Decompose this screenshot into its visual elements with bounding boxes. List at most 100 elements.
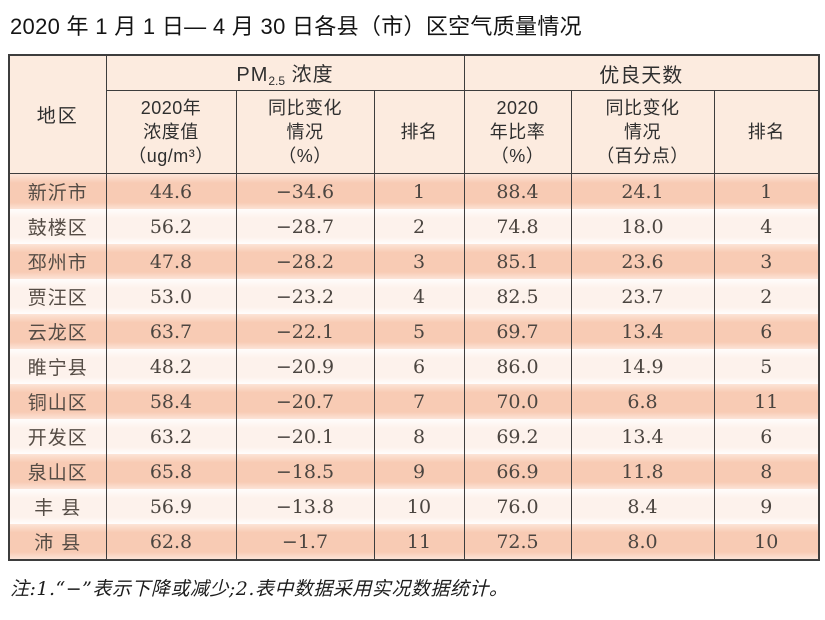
cell-pm-change: −20.1 xyxy=(235,419,375,454)
col-header-good-ratio: 2020 年比率 （%） xyxy=(463,90,572,174)
cell-pm-value: 47.8 xyxy=(105,244,237,279)
cell-good-ratio: 69.7 xyxy=(463,314,572,349)
col-header-region: 地区 xyxy=(8,54,107,174)
cell-pm-change: −23.2 xyxy=(235,279,375,314)
cell-pm-value: 58.4 xyxy=(105,384,237,419)
cell-good-rank: 10 xyxy=(713,524,820,560)
cell-good-change: 23.6 xyxy=(570,244,715,279)
page: 2020 年 1 月 1 日— 4 月 30 日各县（市）区空气质量情况 地区 … xyxy=(8,14,820,600)
cell-pm-change: −1.7 xyxy=(235,524,375,560)
cell-good-ratio: 69.2 xyxy=(463,419,572,454)
cell-region: 沛 县 xyxy=(8,524,107,560)
cell-good-change: 24.1 xyxy=(570,173,715,209)
cell-good-rank: 6 xyxy=(713,419,820,454)
cell-good-rank: 1 xyxy=(713,173,820,209)
cell-good-rank: 2 xyxy=(713,279,820,314)
cell-pm-rank: 11 xyxy=(373,524,465,560)
col-header-pm-value: 2020年 浓度值 （ug/m³） xyxy=(105,90,237,174)
cell-pm-rank: 10 xyxy=(373,489,465,524)
cell-pm-rank: 6 xyxy=(373,349,465,384)
cell-pm-rank: 4 xyxy=(373,279,465,314)
cell-good-change: 23.7 xyxy=(570,279,715,314)
table-row: 贾汪区 53.0 −23.2 4 82.5 23.7 2 xyxy=(8,279,820,314)
cell-good-ratio: 72.5 xyxy=(463,524,572,560)
table-row: 云龙区 63.7 −22.1 5 69.7 13.4 6 xyxy=(8,314,820,349)
cell-region: 睢宁县 xyxy=(8,349,107,384)
table-body: 新沂市 44.6 −34.6 1 88.4 24.1 1 鼓楼区 56.2 −2… xyxy=(8,173,820,560)
cell-good-rank: 4 xyxy=(713,209,820,244)
cell-pm-rank: 2 xyxy=(373,209,465,244)
cell-good-ratio: 88.4 xyxy=(463,173,572,209)
air-quality-table: 地区 PM2.5 浓度 优良天数 2020年 浓度值 （ug/m³） 同比变化 … xyxy=(8,54,820,561)
cell-pm-value: 65.8 xyxy=(105,454,237,489)
table-row: 邳州市 47.8 −28.2 3 85.1 23.6 3 xyxy=(8,244,820,279)
cell-region: 云龙区 xyxy=(8,314,107,349)
col-group-good-days: 优良天数 xyxy=(463,54,820,91)
col-group-pm25: PM2.5 浓度 xyxy=(105,54,465,91)
cell-good-change: 11.8 xyxy=(570,454,715,489)
cell-pm-value: 44.6 xyxy=(105,173,237,209)
page-title: 2020 年 1 月 1 日— 4 月 30 日各县（市）区空气质量情况 xyxy=(10,14,582,39)
cell-pm-rank: 3 xyxy=(373,244,465,279)
cell-good-rank: 8 xyxy=(713,454,820,489)
cell-good-ratio: 85.1 xyxy=(463,244,572,279)
cell-good-ratio: 86.0 xyxy=(463,349,572,384)
cell-region: 新沂市 xyxy=(8,173,107,209)
cell-pm-value: 56.2 xyxy=(105,209,237,244)
cell-region: 邳州市 xyxy=(8,244,107,279)
header-group-row: 地区 PM2.5 浓度 优良天数 xyxy=(8,54,820,174)
pm-subscript: 2.5 xyxy=(268,74,286,88)
cell-good-change: 6.8 xyxy=(570,384,715,419)
cell-good-rank: 9 xyxy=(713,489,820,524)
cell-good-ratio: 74.8 xyxy=(463,209,572,244)
cell-pm-value: 62.8 xyxy=(105,524,237,560)
cell-pm-value: 53.0 xyxy=(105,279,237,314)
cell-region: 铜山区 xyxy=(8,384,107,419)
cell-pm-rank: 5 xyxy=(373,314,465,349)
col-header-good-rank: 排名 xyxy=(713,90,820,174)
cell-pm-value: 63.7 xyxy=(105,314,237,349)
col-header-pm-rank: 排名 xyxy=(373,90,465,174)
cell-region: 贾汪区 xyxy=(8,279,107,314)
cell-pm-rank: 8 xyxy=(373,419,465,454)
cell-region: 开发区 xyxy=(8,419,107,454)
cell-good-change: 18.0 xyxy=(570,209,715,244)
cell-good-change: 13.4 xyxy=(570,419,715,454)
cell-pm-value: 56.9 xyxy=(105,489,237,524)
header-sub-row: 2020年 浓度值 （ug/m³） 同比变化 情况 （%） 排名 2020 年比… xyxy=(9,90,820,174)
table-row: 睢宁县 48.2 −20.9 6 86.0 14.9 5 xyxy=(8,349,820,384)
cell-pm-change: −28.7 xyxy=(235,209,375,244)
cell-pm-change: −22.1 xyxy=(235,314,375,349)
cell-pm-rank: 9 xyxy=(373,454,465,489)
cell-pm-change: −20.7 xyxy=(235,384,375,419)
cell-pm-change: −20.9 xyxy=(235,349,375,384)
cell-good-ratio: 76.0 xyxy=(463,489,572,524)
table-row: 铜山区 58.4 −20.7 7 70.0 6.8 11 xyxy=(8,384,820,419)
cell-pm-rank: 7 xyxy=(373,384,465,419)
table-header: 地区 PM2.5 浓度 优良天数 2020年 浓度值 （ug/m³） 同比变化 … xyxy=(8,54,820,174)
cell-good-change: 8.4 xyxy=(570,489,715,524)
cell-good-ratio: 70.0 xyxy=(463,384,572,419)
table-row: 新沂市 44.6 −34.6 1 88.4 24.1 1 xyxy=(8,173,820,209)
table-row: 沛 县 62.8 −1.7 11 72.5 8.0 10 xyxy=(8,524,820,560)
cell-region: 泉山区 xyxy=(8,454,107,489)
cell-region: 丰 县 xyxy=(8,489,107,524)
cell-good-rank: 5 xyxy=(713,349,820,384)
table-row: 开发区 63.2 −20.1 8 69.2 13.4 6 xyxy=(8,419,820,454)
col-header-pm-change: 同比变化 情况 （%） xyxy=(235,90,375,174)
cell-pm-value: 63.2 xyxy=(105,419,237,454)
cell-good-rank: 6 xyxy=(713,314,820,349)
cell-region: 鼓楼区 xyxy=(8,209,107,244)
cell-good-change: 13.4 xyxy=(570,314,715,349)
cell-good-ratio: 66.9 xyxy=(463,454,572,489)
cell-pm-change: −28.2 xyxy=(235,244,375,279)
col-header-good-change: 同比变化 情况 （百分点） xyxy=(570,90,715,174)
cell-good-rank: 3 xyxy=(713,244,820,279)
cell-pm-change: −34.6 xyxy=(235,173,375,209)
cell-pm-rank: 1 xyxy=(373,173,465,209)
cell-pm-change: −18.5 xyxy=(235,454,375,489)
table-row: 丰 县 56.9 −13.8 10 76.0 8.4 9 xyxy=(8,489,820,524)
pm-label-prefix: PM xyxy=(236,64,269,86)
cell-good-rank: 11 xyxy=(713,384,820,419)
cell-pm-value: 48.2 xyxy=(105,349,237,384)
